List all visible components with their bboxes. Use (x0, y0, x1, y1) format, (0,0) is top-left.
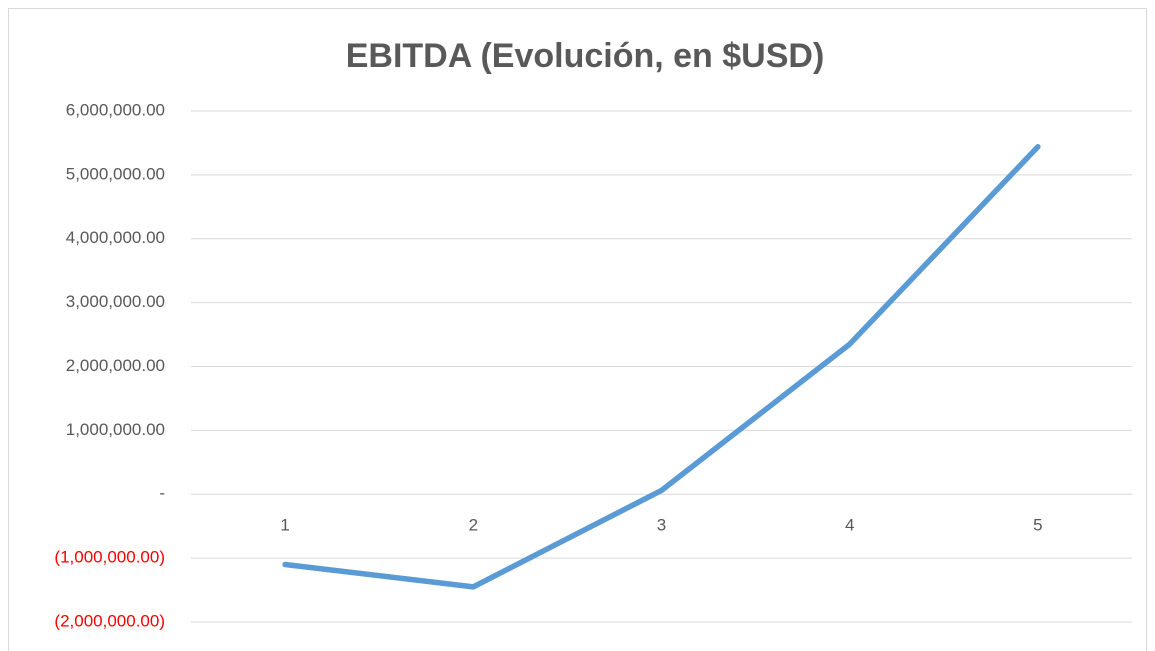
y-tick-label: 5,000,000.00 (66, 164, 165, 183)
x-tick-label: 2 (469, 516, 478, 535)
y-tick-label: 3,000,000.00 (66, 292, 165, 311)
x-tick-label: 4 (845, 516, 854, 535)
y-tick-label: (1,000,000.00) (54, 548, 165, 567)
x-tick-label: 1 (280, 516, 289, 535)
x-tick-label: 5 (1033, 516, 1042, 535)
y-tick-label: 1,000,000.00 (66, 420, 165, 439)
y-tick-label: 4,000,000.00 (66, 228, 165, 247)
y-tick-label: 2,000,000.00 (66, 356, 165, 375)
chart-title: EBITDA (Evolución, en $USD) (346, 37, 825, 75)
x-tick-label: 3 (657, 516, 666, 535)
y-tick-label: 6,000,000.00 (66, 100, 165, 119)
y-tick-label: (2,000,000.00) (54, 611, 165, 630)
y-tick-label: - (159, 484, 165, 503)
line-series (282, 144, 1041, 590)
chart-frame (8, 8, 1147, 651)
